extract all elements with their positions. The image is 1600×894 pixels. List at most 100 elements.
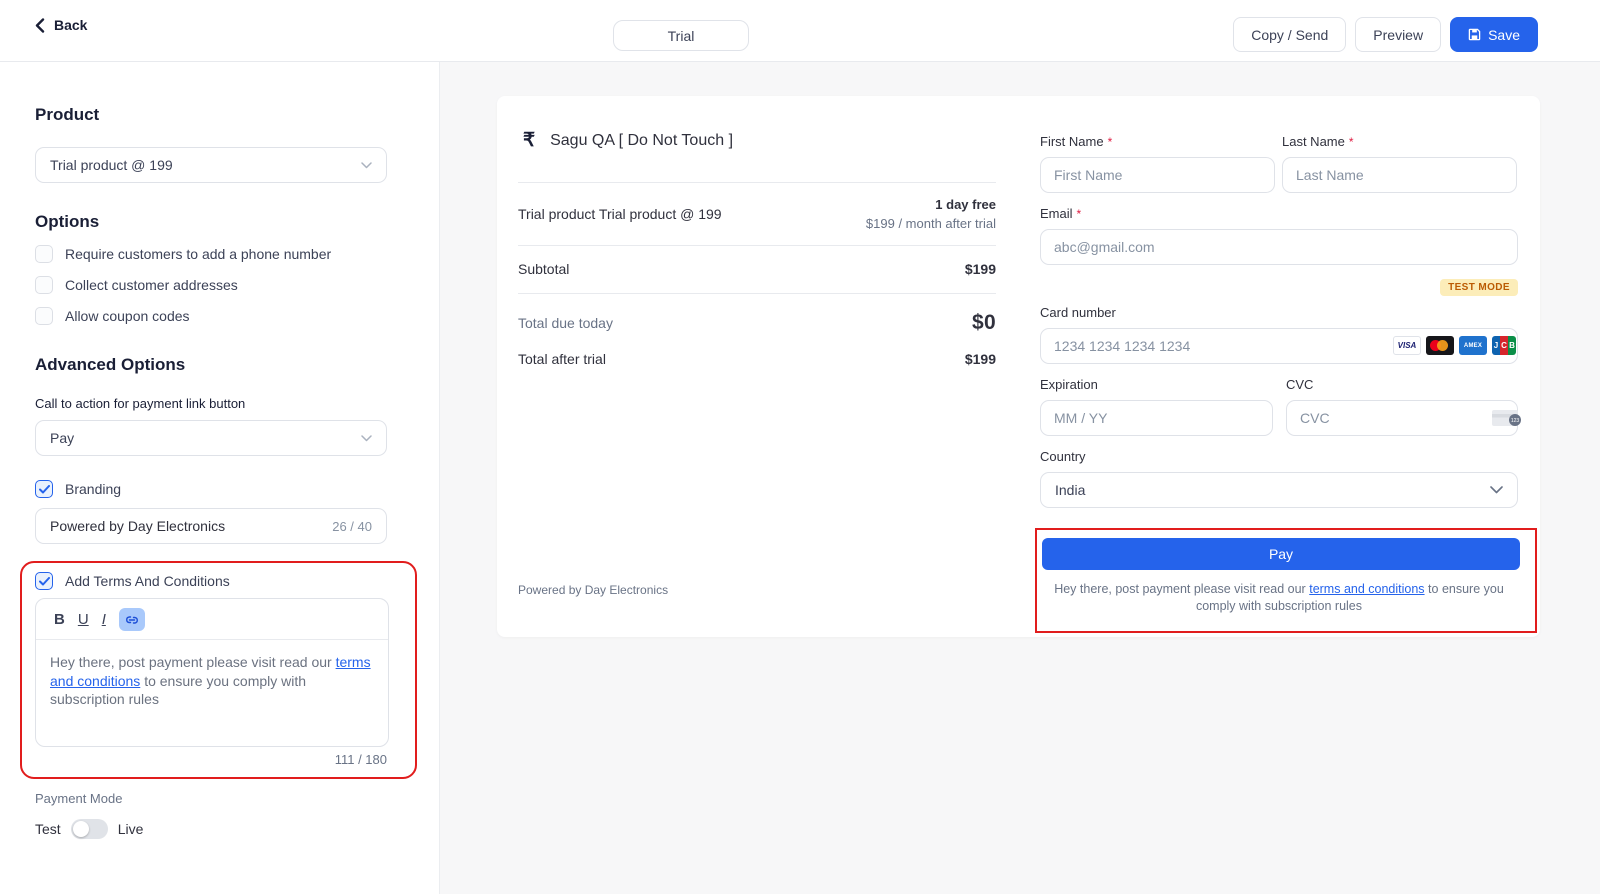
last-name-input[interactable] — [1282, 157, 1517, 193]
branding-checkbox[interactable] — [35, 480, 53, 498]
branding-label: Branding — [65, 481, 122, 497]
cta-select-value: Pay — [50, 430, 75, 446]
due-today-row: Total due today $0 — [518, 311, 996, 335]
svg-text:123: 123 — [1511, 418, 1520, 424]
terms-text: to ensure you comply with subscription r… — [1195, 582, 1504, 613]
expiration-input[interactable] — [1040, 400, 1273, 436]
country-select[interactable]: India — [1040, 472, 1518, 508]
branding-value: Powered by Day Electronics — [50, 518, 226, 534]
email-input[interactable] — [1040, 229, 1518, 265]
payment-mode-toggle-row: Test Live — [35, 819, 386, 839]
payment-form: First Name* Last Name* Email* TEST MODE … — [1035, 96, 1537, 633]
amex-icon: AMEX — [1459, 336, 1487, 355]
due-today-label: Total due today — [518, 315, 613, 331]
pay-highlight-outline: Pay Hey there, post payment please visit… — [1035, 528, 1537, 633]
terms-counter: 111 / 180 — [334, 752, 387, 767]
product-select-value: Trial product @ 199 — [50, 157, 173, 173]
cvc-input[interactable] — [1286, 400, 1518, 436]
italic-icon[interactable]: I — [101, 611, 106, 628]
checkmark-icon — [38, 484, 50, 493]
coupons-checkbox[interactable] — [35, 307, 53, 325]
card-number-label: Card number — [1040, 305, 1116, 320]
required-mark: * — [1076, 207, 1082, 221]
phone-number-checkbox[interactable] — [35, 245, 53, 263]
chevron-down-icon — [361, 434, 372, 441]
terms-text: Hey there, post payment please visit rea… — [50, 654, 332, 670]
subtotal-row: Subtotal $199 — [518, 261, 996, 277]
option-label: Allow coupon codes — [65, 308, 190, 324]
tab-trial[interactable]: Trial — [613, 20, 749, 51]
link-icon — [125, 615, 138, 624]
topbar-actions: Copy / Send Preview Save — [1233, 17, 1538, 52]
powered-by-footer: Powered by Day Electronics — [518, 583, 669, 597]
divider — [518, 293, 996, 294]
tab-trial-label: Trial — [667, 27, 695, 44]
preview-button[interactable]: Preview — [1355, 17, 1442, 52]
payment-mode-toggle[interactable] — [70, 819, 108, 839]
branding-counter: 26 / 40 — [332, 518, 372, 534]
email-label: Email * — [1040, 206, 1082, 221]
options-heading: Options — [35, 212, 100, 231]
addresses-checkbox[interactable] — [35, 276, 53, 294]
trial-badge: 1 day free — [935, 197, 996, 212]
after-trial-label: Total after trial — [518, 351, 606, 367]
product-line-row: Trial product Trial product @ 199 1 day … — [518, 197, 996, 231]
required-mark: * — [1107, 135, 1113, 149]
divider — [518, 182, 996, 183]
merchant-row: ₹ Sagu QA [ Do Not Touch ] — [518, 129, 996, 152]
country-label: Country — [1040, 449, 1086, 464]
terms-link[interactable]: terms and conditions — [50, 654, 371, 689]
rupee-icon: ₹ — [523, 130, 536, 151]
branding-input[interactable]: Powered by Day Electronics 26 / 40 — [35, 508, 387, 544]
option-addresses: Collect customer addresses — [35, 276, 386, 294]
save-icon — [1468, 28, 1481, 41]
terms-link[interactable]: terms and conditions — [1309, 582, 1425, 596]
back-button[interactable]: Back — [35, 17, 87, 33]
mastercard-icon — [1426, 336, 1454, 355]
link-button-active[interactable] — [118, 608, 145, 631]
option-label: Collect customer addresses — [65, 277, 238, 293]
cta-select[interactable]: Pay — [35, 420, 387, 456]
terms-highlight-outline: Add Terms And Conditions B U I Hey there… — [20, 561, 417, 779]
terms-text: Hey there, post payment please visit rea… — [1054, 582, 1306, 596]
chevron-left-icon — [35, 17, 45, 33]
chevron-down-icon — [1490, 486, 1503, 494]
product-select[interactable]: Trial product @ 199 — [35, 147, 387, 183]
product-line: Trial product Trial product @ 199 — [518, 206, 722, 222]
sidebar: Product Trial product @ 199 Options Requ… — [0, 62, 440, 894]
trial-after-price: $199 / month after trial — [865, 216, 996, 231]
first-name-input[interactable] — [1040, 157, 1275, 193]
merchant-title: Sagu QA [ Do Not Touch ] — [550, 131, 734, 149]
subtotal-value: $199 — [964, 261, 996, 277]
pay-button[interactable]: Pay — [1042, 538, 1520, 570]
checkout-preview-card: ₹ Sagu QA [ Do Not Touch ] Trial product… — [497, 96, 1540, 637]
bold-icon[interactable]: B — [54, 611, 65, 628]
main-area: ₹ Sagu QA [ Do Not Touch ] Trial product… — [440, 62, 1600, 894]
top-bar: Back Trial Copy / Send Preview Save — [0, 0, 1600, 62]
terms-row: Add Terms And Conditions — [35, 572, 387, 590]
card-brand-icons: VISA AMEX J C B — [1383, 336, 1517, 355]
back-label: Back — [54, 17, 88, 33]
chevron-down-icon — [361, 161, 372, 168]
test-mode-badge: TEST MODE — [1440, 279, 1518, 296]
option-label: Require customers to add a phone number — [65, 246, 332, 262]
order-summary: ₹ Sagu QA [ Do Not Touch ] Trial product… — [518, 96, 996, 367]
after-trial-row: Total after trial $199 — [518, 351, 996, 367]
terms-text: to ensure you comply with subscription r… — [50, 672, 307, 708]
save-button[interactable]: Save — [1450, 17, 1538, 52]
card-number-input[interactable] — [1040, 328, 1518, 364]
expiration-label: Expiration — [1040, 377, 1098, 392]
terms-label: Add Terms And Conditions — [65, 573, 230, 589]
option-coupons: Allow coupon codes — [35, 307, 386, 325]
underline-icon[interactable]: U — [77, 611, 89, 628]
option-phone-number: Require customers to add a phone number — [35, 245, 386, 263]
product-heading: Product — [35, 105, 100, 124]
first-name-label: First Name * — [1040, 134, 1113, 149]
copy-send-button[interactable]: Copy / Send — [1233, 17, 1347, 52]
divider — [518, 245, 996, 246]
terms-checkbox[interactable] — [35, 572, 53, 590]
checkmark-icon — [38, 576, 50, 585]
test-label: Test — [35, 821, 61, 837]
terms-editor-content[interactable]: Hey there, post payment please visit rea… — [36, 640, 388, 746]
